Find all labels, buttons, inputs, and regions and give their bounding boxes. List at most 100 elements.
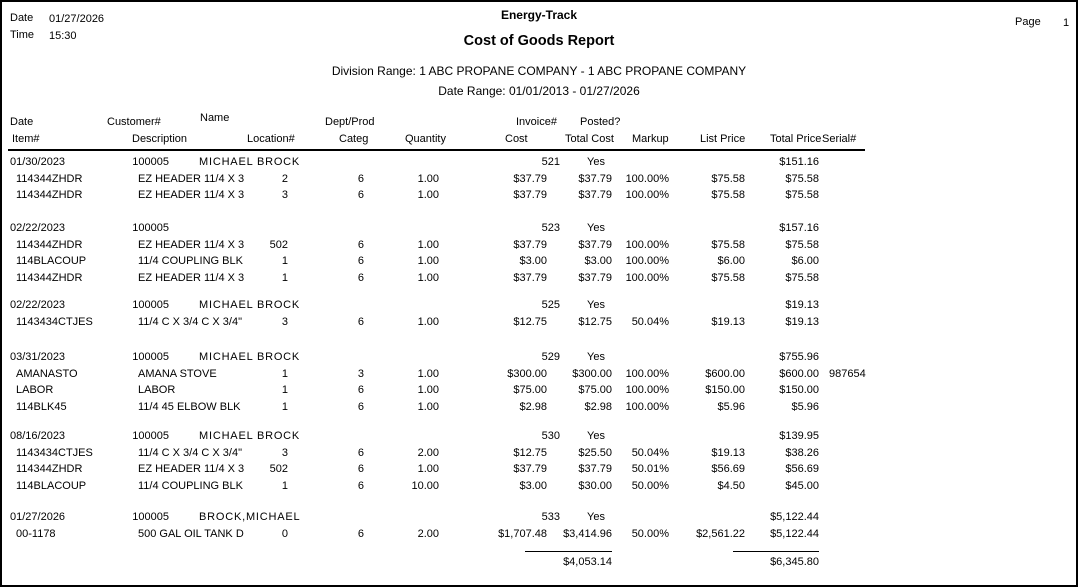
group-name: BROCK,MICHAEL [199, 511, 301, 523]
item-list_price: $4.50 [717, 479, 745, 492]
item-row: 00-1178 500 GAL OIL TANK D 0 6 2.00 $1,707.48… [2, 526, 1076, 543]
item-total_price: $150.00 [779, 384, 819, 397]
item-markup: 100.00% [625, 172, 669, 185]
item-total_cost: $3.00 [584, 255, 612, 268]
item-markup: 50.00% [631, 479, 669, 492]
item-serial: 987654 [829, 367, 866, 380]
item-markup: 100.00% [625, 400, 669, 413]
group-date: 03/31/2023 [10, 351, 66, 363]
item-markup: 50.01% [631, 463, 669, 476]
invoice-group: 01/27/2026 100005 BROCK,MICHAEL 533 Yes $5,12… [2, 509, 1076, 542]
col-total-price: Total Price [770, 133, 822, 145]
item-total_price: $38.26 [785, 446, 819, 459]
col-cost: Cost [505, 133, 528, 145]
item-desc: LABOR [138, 384, 176, 397]
item-categ: 6 [357, 315, 364, 328]
item-qty: 1.00 [417, 400, 439, 413]
item-qty: 1.00 [417, 255, 439, 268]
page-label: Page [1015, 16, 1041, 28]
header-rule [8, 149, 865, 151]
date-label: Date [10, 12, 34, 24]
item-item: 114BLACOUP [16, 479, 87, 492]
item-desc: 500 GAL OIL TANK D [138, 527, 244, 540]
item-categ: 6 [357, 400, 364, 413]
group-name: MICHAEL BROCK [199, 156, 301, 168]
group-invoice: 530 [541, 430, 560, 442]
item-loc: 1 [281, 384, 288, 397]
item-desc: 11/4 C X 3/4 C X 3/4" [138, 446, 242, 459]
item-qty: 1.00 [417, 189, 439, 202]
item-qty: 1.00 [417, 463, 439, 476]
item-total_cost: $37.79 [578, 238, 612, 251]
group-customer: 100005 [132, 511, 169, 523]
item-row: 114BLK45 11/4 45 ELBOW BLK 1 6 1.00 $2.98 $2.9… [2, 399, 1076, 416]
item-categ: 6 [357, 172, 364, 185]
item-markup: 100.00% [625, 367, 669, 380]
item-total_cost: $25.50 [578, 446, 612, 459]
item-list_price: $75.58 [711, 271, 745, 284]
item-total_price: $45.00 [785, 479, 819, 492]
item-loc: 1 [281, 271, 288, 284]
item-markup: 100.00% [625, 238, 669, 251]
item-row: 114BLACOUP 11/4 COUPLING BLK 1 6 1.00 $3.00 $3… [2, 253, 1076, 270]
item-row: LABOR LABOR 1 6 1.00 $75.00 $75.00 100.00% $150.… [2, 382, 1076, 399]
grand-total-cost: $4,053.14 [525, 551, 612, 568]
item-total_price: $75.58 [785, 271, 819, 284]
division-range: Division Range: 1 ABC PROPANE COMPANY - … [331, 64, 747, 78]
item-cost: $12.75 [513, 446, 547, 459]
item-total_cost: $37.79 [578, 189, 612, 202]
item-desc: 11/4 C X 3/4 C X 3/4" [138, 315, 242, 328]
item-categ: 6 [357, 189, 364, 202]
item-list_price: $75.58 [711, 189, 745, 202]
item-loc: 0 [281, 527, 288, 540]
item-categ: 6 [357, 446, 364, 459]
item-qty: 10.00 [411, 479, 439, 492]
invoice-group: 08/16/2023 100005 MICHAEL BROCK 530 Yes $139.… [2, 428, 1076, 494]
date-value: 01/27/2026 [49, 13, 105, 25]
item-total_price: $19.13 [785, 315, 819, 328]
item-categ: 6 [357, 527, 364, 540]
group-header-row: 01/27/2026 100005 BROCK,MICHAEL 533 Yes $5,12… [2, 509, 1076, 526]
item-cost: $1,707.48 [498, 527, 547, 540]
time-label: Time [10, 29, 35, 41]
item-list_price: $75.58 [711, 238, 745, 251]
item-item: AMANASTO [16, 367, 78, 380]
item-total_cost: $37.79 [578, 271, 612, 284]
item-item: 114344ZHDR [16, 189, 83, 202]
group-posted: Yes [587, 351, 605, 363]
item-markup: 100.00% [625, 255, 669, 268]
col-location: Location# [247, 133, 295, 145]
item-markup: 50.04% [631, 446, 669, 459]
col-serial: Serial# [822, 133, 857, 145]
item-total_cost: $75.00 [578, 384, 612, 397]
group-invoice: 529 [541, 351, 560, 363]
item-item: 114344ZHDR [16, 172, 83, 185]
col-invoice: Invoice# [516, 116, 557, 128]
group-invoice: 523 [541, 222, 560, 234]
item-qty: 1.00 [417, 315, 439, 328]
time-value: 15:30 [49, 30, 77, 42]
item-row: 1143434CTJES 11/4 C X 3/4 C X 3/4" 3 6 2.00 $… [2, 445, 1076, 462]
group-header-row: 03/31/2023 100005 MICHAEL BROCK 529 Yes $755.… [2, 349, 1076, 366]
item-item: 1143434CTJES [16, 315, 93, 328]
item-row: AMANASTO AMANA STOVE 1 3 1.00 $300.00 $300.00 1… [2, 366, 1076, 383]
col-posted: Posted? [580, 116, 621, 128]
group-posted: Yes [587, 430, 605, 442]
item-total_price: $75.58 [785, 172, 819, 185]
item-categ: 6 [357, 271, 364, 284]
group-invoice: 533 [541, 511, 560, 523]
item-total_cost: $37.79 [578, 463, 612, 476]
col-markup: Markup [632, 133, 669, 145]
item-loc: 3 [281, 315, 288, 328]
item-total_cost: $12.75 [578, 315, 612, 328]
item-total_cost: $3,414.96 [563, 527, 612, 540]
item-loc: 1 [281, 255, 288, 268]
item-markup: 100.00% [625, 189, 669, 202]
item-item: 114344ZHDR [16, 238, 83, 251]
item-list_price: $150.00 [705, 384, 745, 397]
item-list_price: $19.13 [711, 315, 745, 328]
item-categ: 6 [357, 384, 364, 397]
item-row: 114344ZHDR EZ HEADER 11/4 X 3 3 6 1.00 $37.79… [2, 187, 1076, 204]
item-row: 114344ZHDR EZ HEADER 11/4 X 3 502 6 1.00 $37.… [2, 237, 1076, 254]
item-desc: 11/4 COUPLING BLK [138, 255, 243, 268]
